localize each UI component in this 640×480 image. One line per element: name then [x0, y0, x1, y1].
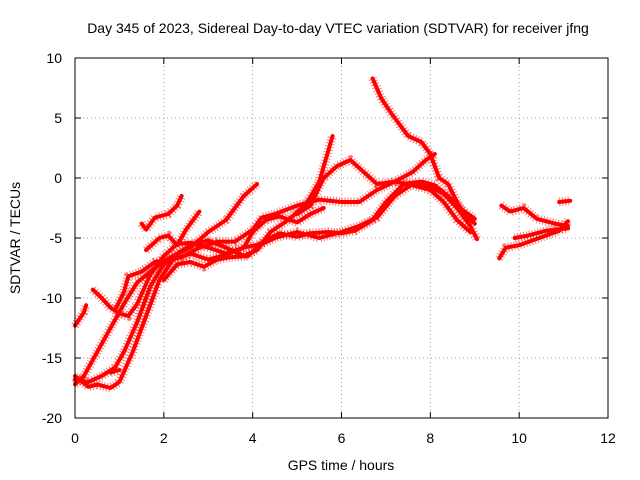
series-line-s9: [144, 209, 202, 252]
y-axis-label: SDTVAR / TECUs: [7, 182, 23, 294]
x-tick-label: 0: [71, 430, 79, 446]
series-line-s7: [113, 179, 473, 312]
y-tick-label: 10: [46, 50, 62, 66]
series-line-s10: [161, 179, 477, 282]
series-line-s8: [139, 194, 184, 232]
series-line-s15: [512, 226, 570, 240]
y-tick-label: -10: [42, 290, 62, 306]
series-line-s1: [73, 303, 89, 328]
x-tick-label: 12: [600, 430, 616, 446]
y-tick-labels: -20 -15 -10 -5 0 5 10: [42, 50, 62, 426]
data-series: [71, 76, 573, 393]
y-tick-label: -20: [42, 410, 62, 426]
series-line-s14: [499, 203, 570, 228]
chart-title: Day 345 of 2023, Sidereal Day-to-day VTE…: [87, 20, 589, 36]
y-tick-label: -5: [50, 230, 63, 246]
series-line-s12: [370, 76, 477, 226]
x-tick-label: 4: [249, 430, 257, 446]
x-tick-label: 10: [511, 430, 527, 446]
x-tick-labels: 0 2 4 6 8 10 12: [71, 430, 616, 446]
x-axis-label: GPS time / hours: [288, 457, 395, 473]
y-tick-label: -15: [42, 350, 62, 366]
y-tick-label: 0: [54, 170, 62, 186]
gridlines: [74, 57, 609, 419]
x-tick-label: 2: [160, 430, 168, 446]
y-tick-label: 5: [54, 110, 62, 126]
series-line-s11: [295, 152, 437, 216]
x-tick-label: 6: [338, 430, 346, 446]
series-line-s16: [557, 198, 573, 204]
x-tick-label: 8: [426, 430, 434, 446]
series-marker-trace-s7: [110, 176, 474, 312]
plot-frame: [74, 57, 609, 419]
series-line-s6: [108, 368, 122, 375]
